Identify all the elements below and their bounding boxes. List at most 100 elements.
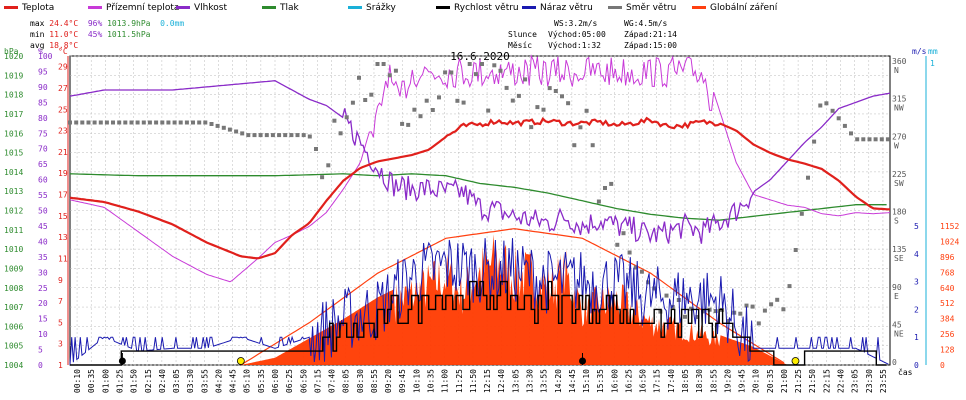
wind-direction-point xyxy=(320,175,325,180)
temperature-tick-label: 7 xyxy=(58,297,63,306)
wind-direction-point xyxy=(215,123,220,128)
x-tick-label: 08:05 xyxy=(342,369,351,393)
x-tick-label: 16:50 xyxy=(639,369,648,393)
humidity-tick-label: 45 xyxy=(38,222,48,231)
x-tick-label: 03:05 xyxy=(172,369,181,393)
ground-temperature-swatch xyxy=(88,6,102,9)
wind-direction-point xyxy=(793,248,798,252)
sunset-marker xyxy=(791,357,800,365)
wind-speed-swatch xyxy=(436,6,450,9)
direction-compass-label: SE xyxy=(894,254,904,263)
humidity-tick-label: 0 xyxy=(38,361,43,370)
wind-direction-point xyxy=(393,68,398,73)
direction-tick-label: 270 xyxy=(892,132,907,141)
temperature-tick-label: 19 xyxy=(58,169,68,178)
max-rain: 0.0mm xyxy=(160,19,185,28)
wind-direction-point xyxy=(787,284,792,289)
x-tick-label: 19:20 xyxy=(723,369,732,393)
x-tick-label: 23:55 xyxy=(879,369,888,393)
wind-direction-point xyxy=(867,137,872,142)
direction-tick-label: 135 xyxy=(892,245,907,254)
wind-direction-point xyxy=(252,133,257,138)
wind-direction-point xyxy=(633,265,638,270)
wind-direction-point xyxy=(258,133,263,138)
wind-direction-point xyxy=(504,85,509,90)
wind-direction-point xyxy=(812,139,817,144)
pressure-tick-label: 1005 xyxy=(4,342,23,351)
wind-direction-point xyxy=(154,120,159,125)
wind-direction-point xyxy=(203,120,208,125)
x-tick-label: 22:40 xyxy=(837,369,846,393)
legend-label: Globální záření xyxy=(710,3,778,13)
temperature-tick-label: 13 xyxy=(58,233,68,242)
humidity-tick-label: 10 xyxy=(38,330,48,339)
pressure-tick-label: 1004 xyxy=(4,361,23,370)
legend-label: Přízemní teplota xyxy=(106,3,180,13)
wind-direction-point xyxy=(209,122,214,126)
wind-direction-point xyxy=(492,63,497,68)
x-tick-label: 19:45 xyxy=(738,369,747,393)
radiation-swatch xyxy=(692,6,706,9)
wind-speed-info: WS:3.2m/s xyxy=(554,19,598,28)
pressure-tick-label: 1009 xyxy=(4,264,23,273)
stats-label: max xyxy=(30,19,45,28)
humidity-tick-label: 5 xyxy=(38,346,43,355)
pressure-tick-label: 1006 xyxy=(4,322,23,331)
pressure-tick-label: 1019 xyxy=(4,71,23,80)
wind-direction-point xyxy=(135,120,140,125)
radiation-tick-label: 1152 xyxy=(940,222,959,231)
x-tick-label: 17:40 xyxy=(667,369,676,393)
legend-label: Tlak xyxy=(280,3,299,13)
wind-direction-point xyxy=(701,309,706,314)
wind-direction-point xyxy=(609,181,614,186)
radiation-tick-label: 1024 xyxy=(940,237,959,246)
wind-axis-unit: m/s xyxy=(912,47,927,56)
wind-direction-point xyxy=(314,147,318,151)
pressure-tick-label: 1020 xyxy=(4,52,23,61)
wind-direction-point xyxy=(646,280,651,285)
wind-direction-point xyxy=(480,62,484,66)
wind-direction-point xyxy=(879,137,884,142)
wind-direction-point xyxy=(443,70,448,75)
temperature-tick-label: 21 xyxy=(58,148,68,157)
wind-direction-point xyxy=(541,107,546,112)
wind-direction-point xyxy=(234,129,239,134)
radiation-tick-label: 768 xyxy=(940,268,955,277)
sun-rise: Východ:05:00 xyxy=(548,30,606,39)
x-tick-label: 04:45 xyxy=(229,369,238,393)
wind-direction-point xyxy=(178,120,183,125)
wind-direction-point xyxy=(750,304,755,309)
pressure-tick-label: 1017 xyxy=(4,110,23,119)
x-tick-label: 21:00 xyxy=(780,369,789,393)
pressure-tick-label: 1016 xyxy=(4,129,23,138)
moonset-marker xyxy=(579,357,586,365)
wind-gust-line xyxy=(69,238,889,366)
direction-compass-label: N xyxy=(894,66,899,75)
x-tick-label: 16:25 xyxy=(624,369,633,393)
rain-axis-unit: mm xyxy=(928,47,938,56)
x-tick-label: 00:35 xyxy=(87,369,96,393)
direction-compass-label: E xyxy=(894,292,899,301)
humidity-tick-label: 80 xyxy=(38,114,48,123)
x-tick-label: 05:10 xyxy=(243,369,252,393)
wind-direction-point xyxy=(486,108,491,113)
wind-direction-point xyxy=(344,115,349,120)
max-pressure: 1013.9hPa xyxy=(107,19,151,28)
legend-item-pressure: Tlak xyxy=(262,3,299,13)
stats-max: max 24.4°C 96% 1013.9hPa 0.0mm xyxy=(30,19,184,29)
x-tick-label: 10:35 xyxy=(427,369,436,393)
legend-label: Srážky xyxy=(366,3,396,13)
legend-item-wind-gust: Náraz větru xyxy=(522,3,593,13)
wind-direction-point xyxy=(160,120,165,125)
temperature-tick-label: 23 xyxy=(58,127,68,136)
wind-direction-point xyxy=(523,77,528,82)
min-temperature: 11.0°C xyxy=(49,30,79,39)
wind-direction-point xyxy=(683,314,687,319)
wind-direction-point xyxy=(547,86,552,91)
humidity-tick-label: 25 xyxy=(38,284,48,293)
wind-direction-point xyxy=(123,120,128,125)
sunrise-marker xyxy=(236,357,245,365)
temperature-line xyxy=(69,116,891,260)
temperature-tick-label: 15 xyxy=(58,212,68,221)
wind-direction-point xyxy=(283,133,288,138)
